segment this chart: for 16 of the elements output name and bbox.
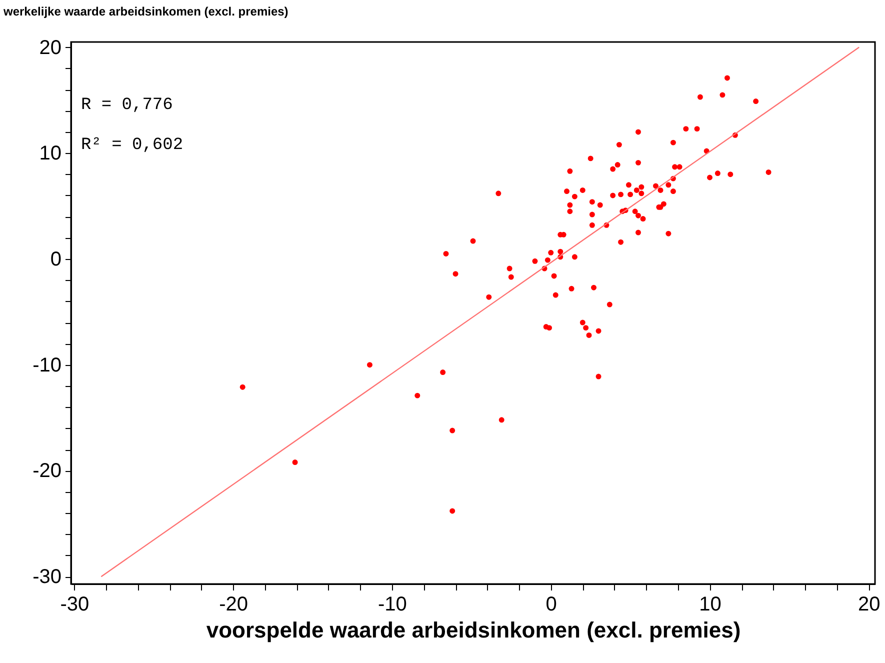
y-tick-label: -10: [32, 354, 62, 376]
x-tick-label: 0: [546, 594, 557, 616]
x-axis-title: voorspelde waarde arbeidsinkomen (excl. premies): [206, 618, 741, 642]
annotation: R² = 0,602: [81, 136, 184, 155]
x-tick-label: -30: [60, 594, 90, 616]
x-tick-label: 10: [699, 594, 722, 616]
y-tick-label: 20: [39, 36, 62, 59]
x-tick-label: -10: [378, 594, 407, 616]
x-tick-label: 20: [858, 594, 880, 616]
y-tick-label: -30: [32, 566, 62, 588]
annotation: R = 0,776: [81, 96, 173, 115]
x-tick-label: -20: [219, 594, 248, 616]
y-tick-label: 10: [39, 142, 62, 165]
y-tick-label: 0: [50, 248, 62, 271]
y-tick-label: -20: [32, 460, 62, 482]
y-axis-title: werkelijke waarde arbeidsinkomen (excl. premies): [2, 4, 288, 18]
